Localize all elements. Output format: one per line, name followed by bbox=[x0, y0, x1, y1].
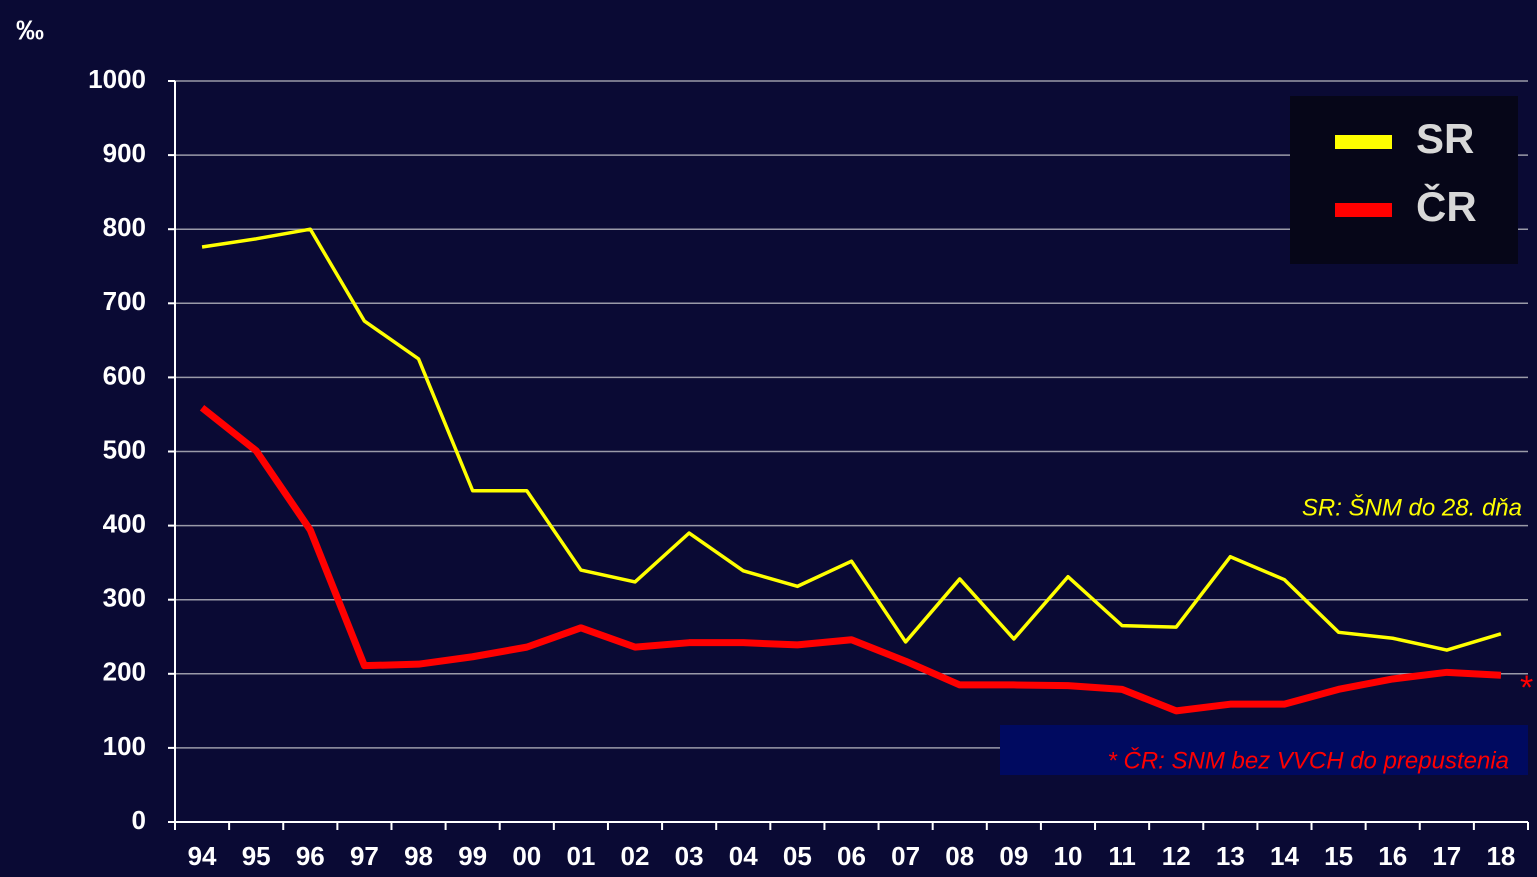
annotation: SR: ŠNM do 28. dňa bbox=[1302, 493, 1522, 521]
x-tick-label: 96 bbox=[296, 841, 325, 871]
x-tick-label: 01 bbox=[566, 841, 595, 871]
series-line bbox=[199, 405, 1502, 715]
x-tick-label: 11 bbox=[1108, 841, 1136, 871]
x-tick-label: 16 bbox=[1378, 841, 1407, 871]
y-tick-label: 900 bbox=[103, 138, 146, 168]
y-tick-label: 400 bbox=[103, 508, 146, 538]
x-tick-label: 98 bbox=[404, 841, 433, 871]
y-unit: ‰ bbox=[16, 14, 44, 45]
x-tick-label: 02 bbox=[621, 841, 650, 871]
x-tick-label: 08 bbox=[945, 841, 974, 871]
y-tick-label: 100 bbox=[103, 731, 146, 761]
x-tick-label: 95 bbox=[242, 841, 271, 871]
x-tick-label: 18 bbox=[1486, 841, 1515, 871]
x-tick-label: 15 bbox=[1324, 841, 1353, 871]
x-tick-label: 06 bbox=[837, 841, 866, 871]
x-tick-label: 14 bbox=[1270, 841, 1299, 871]
y-tick-label: 1000 bbox=[88, 64, 146, 94]
y-tick-label: 300 bbox=[103, 583, 146, 613]
y-tick-label: 200 bbox=[103, 657, 146, 687]
x-tick-label: 04 bbox=[729, 841, 758, 871]
legend-label: SR bbox=[1416, 115, 1474, 162]
legend-box bbox=[1290, 96, 1518, 264]
series-line bbox=[201, 227, 1502, 652]
y-tick-label: 0 bbox=[132, 805, 146, 835]
x-tick-label: 00 bbox=[512, 841, 541, 871]
x-tick-label: 07 bbox=[891, 841, 920, 871]
x-tick-label: 99 bbox=[458, 841, 487, 871]
x-tick-label: 13 bbox=[1216, 841, 1245, 871]
x-tick-label: 05 bbox=[783, 841, 812, 871]
grid bbox=[175, 80, 1528, 749]
x-tick-label: 17 bbox=[1432, 841, 1461, 871]
x-tick-label: 09 bbox=[999, 841, 1028, 871]
y-tick-label: 800 bbox=[103, 212, 146, 242]
legend-label: ČR bbox=[1416, 182, 1477, 230]
y-tick-label: 700 bbox=[103, 286, 146, 316]
annotation-box bbox=[1000, 725, 1528, 775]
y-tick-label: 600 bbox=[103, 360, 146, 390]
x-tick-label: 97 bbox=[350, 841, 379, 871]
legend-swatch bbox=[1335, 203, 1392, 217]
legend-swatch bbox=[1335, 135, 1392, 149]
x-tick-label: 12 bbox=[1162, 841, 1191, 871]
x-tick-label: 10 bbox=[1054, 841, 1083, 871]
x-tick-label: 03 bbox=[675, 841, 704, 871]
y-tick-label: 500 bbox=[103, 434, 146, 464]
x-tick-label: 94 bbox=[188, 841, 217, 871]
annotation: * ČR: SNM bez VVCH do prepustenia bbox=[1107, 746, 1509, 774]
annotation: * bbox=[1520, 669, 1533, 707]
